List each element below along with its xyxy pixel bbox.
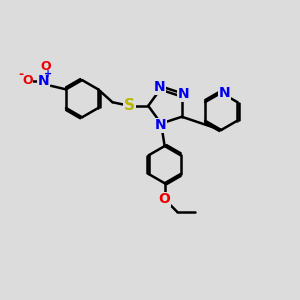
Text: O: O	[159, 192, 171, 206]
Text: -: -	[18, 68, 23, 81]
Text: N: N	[38, 74, 49, 88]
Text: S: S	[124, 98, 135, 113]
Text: +: +	[44, 70, 52, 80]
Text: O: O	[40, 59, 51, 73]
Text: N: N	[154, 80, 165, 94]
Text: N: N	[178, 87, 189, 101]
Text: N: N	[154, 118, 166, 132]
Text: N: N	[219, 86, 230, 100]
Text: O: O	[22, 74, 33, 87]
